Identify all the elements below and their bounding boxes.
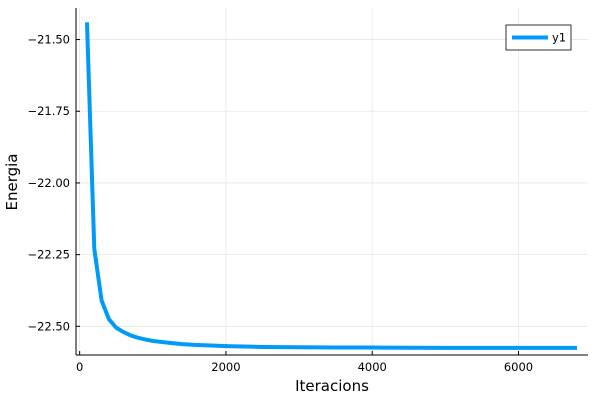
- series-line-y1: [84, 22, 578, 350]
- x-tick-label: 4000: [358, 360, 387, 374]
- series-lines: [84, 22, 578, 350]
- x-tick-labels: 0 2000 4000 6000: [76, 360, 533, 374]
- x-tick-label: 0: [76, 360, 83, 374]
- x-axis-title: Iteracions: [295, 377, 369, 395]
- y-tick-label: −22.50: [27, 319, 70, 333]
- x-tick-label: 6000: [504, 360, 533, 374]
- y-tick-labels: −21.50 −21.75 −22.00 −22.25 −22.50: [27, 33, 70, 334]
- y-tick-label: −21.75: [27, 104, 70, 118]
- y-tick-label: −22.00: [27, 176, 70, 190]
- y-tick-label: −22.25: [27, 248, 70, 262]
- x-tick-label: 2000: [211, 360, 240, 374]
- legend-label-y1: y1: [552, 31, 566, 45]
- y-axis-title: Energia: [3, 154, 21, 211]
- axes: [75, 8, 588, 356]
- grid-lines: [76, 8, 588, 355]
- y-tick-label: −21.50: [27, 33, 70, 47]
- legend: y1: [505, 24, 572, 51]
